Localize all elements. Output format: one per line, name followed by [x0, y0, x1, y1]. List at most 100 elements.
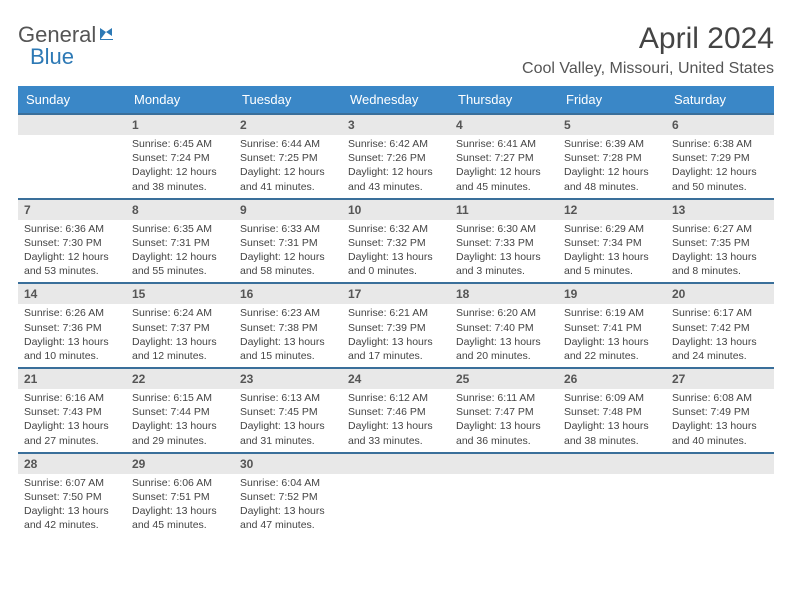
- sunset-line: Sunset: 7:39 PM: [348, 321, 444, 335]
- day-cell: 11Sunrise: 6:30 AMSunset: 7:33 PMDayligh…: [450, 198, 558, 283]
- day-number: 8: [126, 198, 234, 220]
- daylight-line: Daylight: 13 hours and 20 minutes.: [456, 335, 552, 363]
- day-number: 28: [18, 452, 126, 474]
- day-cell: 13Sunrise: 6:27 AMSunset: 7:35 PMDayligh…: [666, 198, 774, 283]
- day-cell: 1Sunrise: 6:45 AMSunset: 7:24 PMDaylight…: [126, 113, 234, 198]
- day-info: Sunrise: 6:08 AMSunset: 7:49 PMDaylight:…: [666, 389, 774, 452]
- sunrise-line: Sunrise: 6:12 AM: [348, 391, 444, 405]
- day-cell: 4Sunrise: 6:41 AMSunset: 7:27 PMDaylight…: [450, 113, 558, 198]
- sunrise-line: Sunrise: 6:32 AM: [348, 222, 444, 236]
- daylight-line: Daylight: 13 hours and 15 minutes.: [240, 335, 336, 363]
- daylight-line: Daylight: 13 hours and 3 minutes.: [456, 250, 552, 278]
- sunrise-line: Sunrise: 6:41 AM: [456, 137, 552, 151]
- day-info: Sunrise: 6:38 AMSunset: 7:29 PMDaylight:…: [666, 135, 774, 198]
- weekday-header: Saturday: [666, 86, 774, 113]
- sunset-line: Sunset: 7:35 PM: [672, 236, 768, 250]
- day-number: 21: [18, 367, 126, 389]
- sunset-line: Sunset: 7:31 PM: [132, 236, 228, 250]
- day-cell: 5Sunrise: 6:39 AMSunset: 7:28 PMDaylight…: [558, 113, 666, 198]
- sunrise-line: Sunrise: 6:15 AM: [132, 391, 228, 405]
- sunset-line: Sunset: 7:25 PM: [240, 151, 336, 165]
- sunset-line: Sunset: 7:33 PM: [456, 236, 552, 250]
- daylight-line: Daylight: 13 hours and 40 minutes.: [672, 419, 768, 447]
- calendar-body: 1Sunrise: 6:45 AMSunset: 7:24 PMDaylight…: [18, 113, 774, 536]
- daylight-line: Daylight: 13 hours and 12 minutes.: [132, 335, 228, 363]
- sunrise-line: Sunrise: 6:29 AM: [564, 222, 660, 236]
- day-cell: 22Sunrise: 6:15 AMSunset: 7:44 PMDayligh…: [126, 367, 234, 452]
- day-number: 23: [234, 367, 342, 389]
- day-cell: 2Sunrise: 6:44 AMSunset: 7:25 PMDaylight…: [234, 113, 342, 198]
- sunrise-line: Sunrise: 6:24 AM: [132, 306, 228, 320]
- sunrise-line: Sunrise: 6:07 AM: [24, 476, 120, 490]
- day-number: [558, 452, 666, 474]
- day-info: Sunrise: 6:23 AMSunset: 7:38 PMDaylight:…: [234, 304, 342, 367]
- day-number: 25: [450, 367, 558, 389]
- day-info: Sunrise: 6:32 AMSunset: 7:32 PMDaylight:…: [342, 220, 450, 283]
- sunrise-line: Sunrise: 6:26 AM: [24, 306, 120, 320]
- sunset-line: Sunset: 7:36 PM: [24, 321, 120, 335]
- day-info: Sunrise: 6:11 AMSunset: 7:47 PMDaylight:…: [450, 389, 558, 452]
- day-cell: 12Sunrise: 6:29 AMSunset: 7:34 PMDayligh…: [558, 198, 666, 283]
- sunset-line: Sunset: 7:30 PM: [24, 236, 120, 250]
- day-cell: 28Sunrise: 6:07 AMSunset: 7:50 PMDayligh…: [18, 452, 126, 537]
- day-info: [558, 474, 666, 480]
- day-info: Sunrise: 6:30 AMSunset: 7:33 PMDaylight:…: [450, 220, 558, 283]
- sunrise-line: Sunrise: 6:20 AM: [456, 306, 552, 320]
- sunset-line: Sunset: 7:52 PM: [240, 490, 336, 504]
- sunset-line: Sunset: 7:48 PM: [564, 405, 660, 419]
- day-info: Sunrise: 6:17 AMSunset: 7:42 PMDaylight:…: [666, 304, 774, 367]
- day-info: Sunrise: 6:33 AMSunset: 7:31 PMDaylight:…: [234, 220, 342, 283]
- day-cell: 29Sunrise: 6:06 AMSunset: 7:51 PMDayligh…: [126, 452, 234, 537]
- day-cell: 14Sunrise: 6:26 AMSunset: 7:36 PMDayligh…: [18, 282, 126, 367]
- brand-flag-icon: [99, 22, 119, 48]
- weekday-header-row: SundayMondayTuesdayWednesdayThursdayFrid…: [18, 86, 774, 113]
- day-number: 5: [558, 113, 666, 135]
- day-cell: 30Sunrise: 6:04 AMSunset: 7:52 PMDayligh…: [234, 452, 342, 537]
- day-number: 18: [450, 282, 558, 304]
- weekday-header: Tuesday: [234, 86, 342, 113]
- day-number: [666, 452, 774, 474]
- day-number: 2: [234, 113, 342, 135]
- day-cell: 8 Sunrise: 6:35 AMSunset: 7:31 PMDaylight…: [126, 198, 234, 283]
- day-info: Sunrise: 6:13 AMSunset: 7:45 PMDaylight:…: [234, 389, 342, 452]
- day-info: Sunrise: 6:45 AMSunset: 7:24 PMDaylight:…: [126, 135, 234, 198]
- daylight-line: Daylight: 13 hours and 0 minutes.: [348, 250, 444, 278]
- day-info: Sunrise: 6:29 AMSunset: 7:34 PMDaylight:…: [558, 220, 666, 283]
- day-cell: 17Sunrise: 6:21 AMSunset: 7:39 PMDayligh…: [342, 282, 450, 367]
- sunrise-line: Sunrise: 6:39 AM: [564, 137, 660, 151]
- day-cell: 21Sunrise: 6:16 AMSunset: 7:43 PMDayligh…: [18, 367, 126, 452]
- brand-text-2: Blue: [30, 44, 74, 70]
- weekday-header: Friday: [558, 86, 666, 113]
- daylight-line: Daylight: 12 hours and 45 minutes.: [456, 165, 552, 193]
- day-cell: 24Sunrise: 6:12 AMSunset: 7:46 PMDayligh…: [342, 367, 450, 452]
- day-number: 17: [342, 282, 450, 304]
- day-cell: 10Sunrise: 6:32 AMSunset: 7:32 PMDayligh…: [342, 198, 450, 283]
- day-info: Sunrise: 6:21 AMSunset: 7:39 PMDaylight:…: [342, 304, 450, 367]
- day-number: 3: [342, 113, 450, 135]
- day-number: 30: [234, 452, 342, 474]
- daylight-line: Daylight: 13 hours and 8 minutes.: [672, 250, 768, 278]
- day-cell: 16Sunrise: 6:23 AMSunset: 7:38 PMDayligh…: [234, 282, 342, 367]
- day-cell: 18Sunrise: 6:20 AMSunset: 7:40 PMDayligh…: [450, 282, 558, 367]
- sunset-line: Sunset: 7:34 PM: [564, 236, 660, 250]
- sunset-line: Sunset: 7:46 PM: [348, 405, 444, 419]
- sunrise-line: Sunrise: 6:44 AM: [240, 137, 336, 151]
- sunset-line: Sunset: 7:49 PM: [672, 405, 768, 419]
- day-info: Sunrise: 6:04 AMSunset: 7:52 PMDaylight:…: [234, 474, 342, 537]
- daylight-line: Daylight: 13 hours and 22 minutes.: [564, 335, 660, 363]
- daylight-line: Daylight: 13 hours and 33 minutes.: [348, 419, 444, 447]
- sunrise-line: Sunrise: 6:36 AM: [24, 222, 120, 236]
- sunrise-line: Sunrise: 6:06 AM: [132, 476, 228, 490]
- sunrise-line: Sunrise: 6:35 AM: [132, 222, 228, 236]
- daylight-line: Daylight: 12 hours and 55 minutes.: [132, 250, 228, 278]
- day-info: Sunrise: 6:44 AMSunset: 7:25 PMDaylight:…: [234, 135, 342, 198]
- sunrise-line: Sunrise: 6:38 AM: [672, 137, 768, 151]
- sunset-line: Sunset: 7:37 PM: [132, 321, 228, 335]
- sunrise-line: Sunrise: 6:08 AM: [672, 391, 768, 405]
- day-number: [450, 452, 558, 474]
- daylight-line: Daylight: 12 hours and 53 minutes.: [24, 250, 120, 278]
- day-info: Sunrise: 6:26 AMSunset: 7:36 PMDaylight:…: [18, 304, 126, 367]
- daylight-line: Daylight: 12 hours and 43 minutes.: [348, 165, 444, 193]
- day-number: 7: [18, 198, 126, 220]
- daylight-line: Daylight: 13 hours and 31 minutes.: [240, 419, 336, 447]
